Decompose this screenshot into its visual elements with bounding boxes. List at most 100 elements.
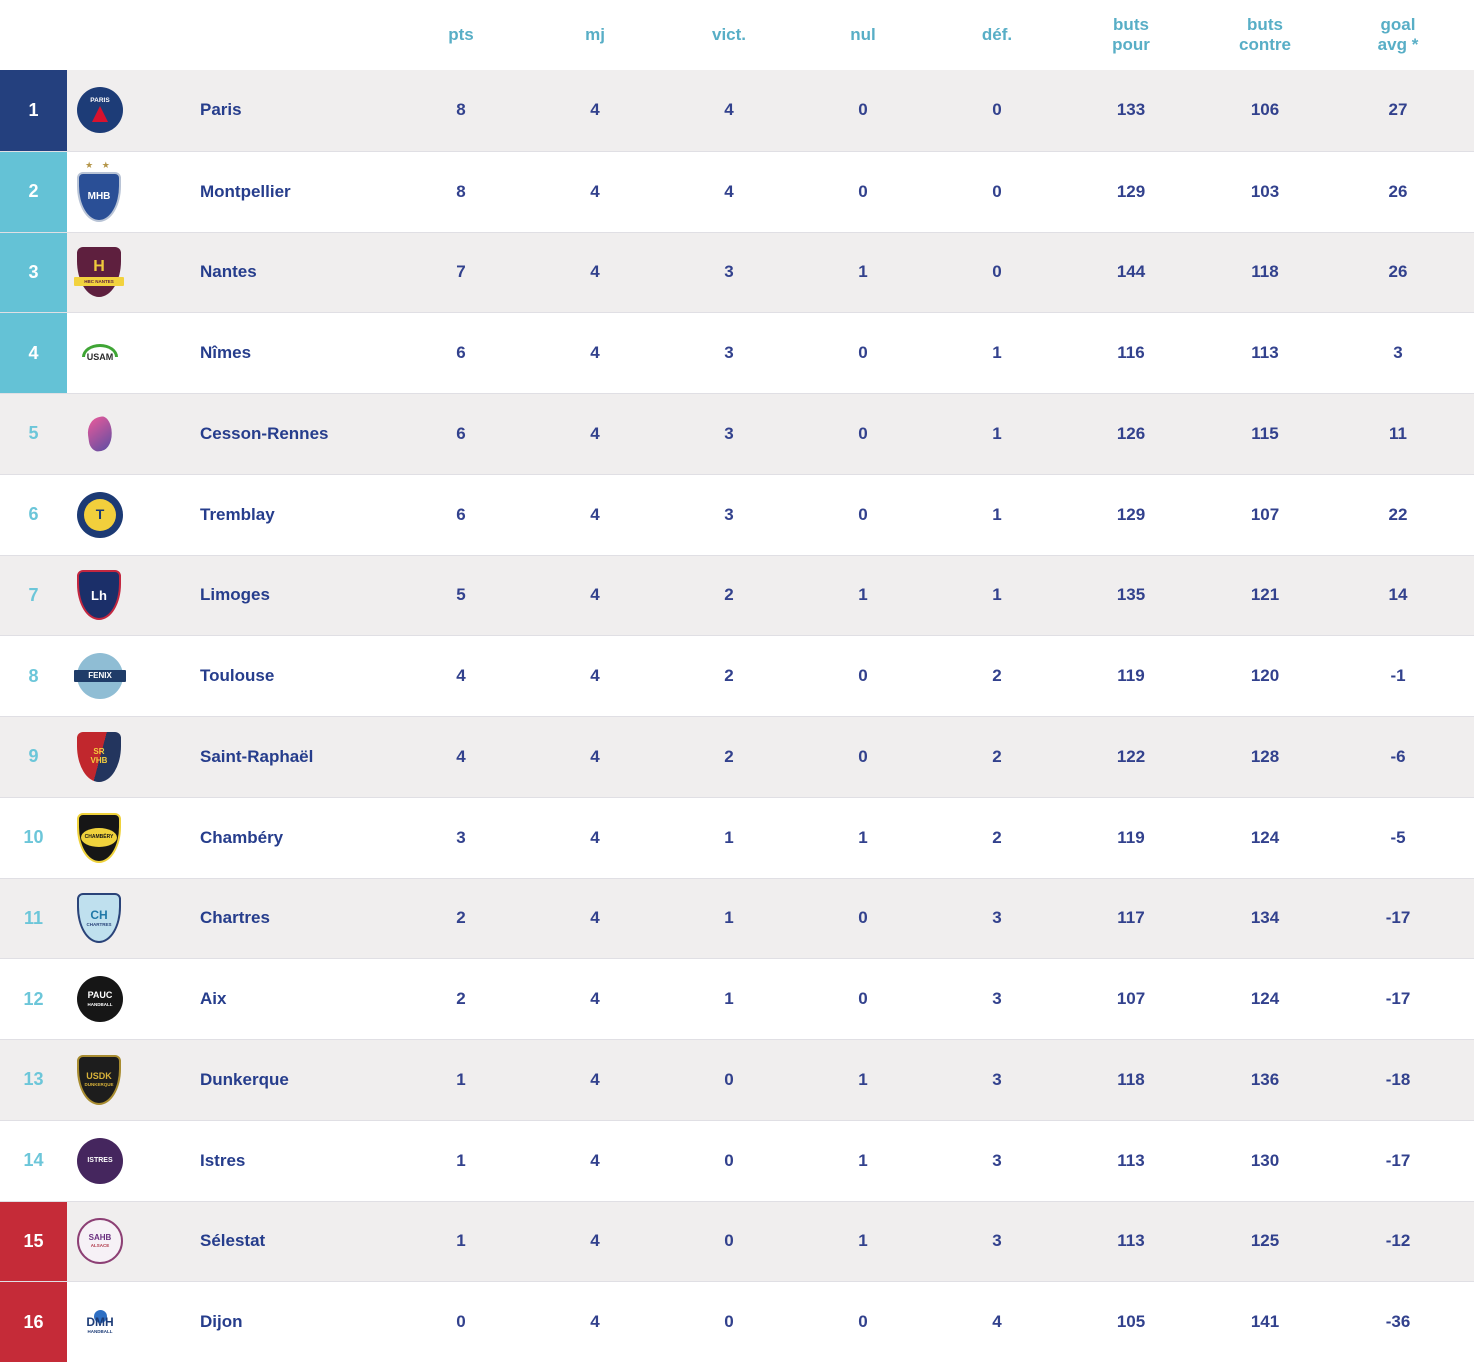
cell-vict: 2 (724, 585, 734, 605)
rank-cell: 11 (0, 879, 67, 959)
rank-cell: 1 (0, 70, 67, 151)
rank-number: 6 (28, 504, 39, 525)
istres-logo-icon: ISTRES (67, 1121, 200, 1201)
cell-buts_contre: 106 (1250, 100, 1280, 120)
cell-pts: 0 (456, 1312, 466, 1332)
team-name: Nantes (200, 262, 257, 282)
cell-vict: 2 (724, 666, 734, 686)
cell-def: 3 (992, 989, 1002, 1009)
rank-number: 16 (0, 1282, 67, 1362)
team-name: Nîmes (200, 343, 252, 363)
column-header-goal_avg: goal avg * (1377, 14, 1419, 54)
cell-pts: 4 (456, 746, 466, 766)
cell-buts_pour: 129 (1116, 504, 1146, 524)
logo-badge (77, 411, 123, 457)
logo-badge: PAUC HANDBALL (77, 976, 123, 1023)
logo-subtext: HBC NANTES (74, 276, 124, 286)
team-row-tremblay[interactable]: 6 T Tremblay 6 4 3 0 1 129 107 22 (0, 473, 1474, 555)
cell-nul: 0 (858, 181, 868, 201)
team-row-aix[interactable]: 12 PAUC HANDBALL Aix 2 4 1 0 3 107 124 -17 (0, 958, 1474, 1039)
rank-cell: 14 (0, 1121, 67, 1201)
logo-badge: ★ ★ MHB (77, 161, 121, 223)
cell-vict: 3 (724, 423, 734, 443)
cell-nul: 0 (858, 666, 868, 686)
team-name: Tremblay (200, 504, 275, 524)
limoges-logo-icon: Lh (67, 556, 200, 636)
cell-mj: 4 (590, 1312, 600, 1332)
tremblay-logo-icon: T (67, 475, 200, 555)
team-row-toulouse[interactable]: 8 FENIX Toulouse 4 4 2 0 2 119 120 -1 (0, 635, 1474, 716)
team-name: Montpellier (200, 181, 291, 201)
rank-cell: 16 (0, 1282, 67, 1362)
team-row-chambery[interactable]: 10 CHAMBÉRY Chambéry 3 4 1 1 2 119 124 -5 (0, 796, 1474, 878)
badge-shape: USAM (77, 330, 123, 376)
cell-buts_contre: 125 (1250, 1231, 1280, 1251)
rank-number: 8 (28, 665, 39, 686)
cell-goal_avg: 26 (1388, 181, 1408, 201)
cell-goal_avg: 27 (1388, 100, 1408, 120)
logo-initials: FENIX (74, 669, 126, 683)
cell-def: 0 (992, 181, 1002, 201)
team-name: Limoges (200, 585, 270, 605)
team-row-selestat[interactable]: 15 SAHB ALSACE Sélestat 1 4 0 1 3 113 125 -12 (0, 1200, 1474, 1282)
logo-initials: USAM (86, 351, 114, 362)
chartres-logo-icon: CH CHARTRES (67, 879, 200, 959)
team-row-nantes[interactable]: 3 H HBC NANTES Nantes 7 4 3 1 0 144 118 26 (0, 231, 1474, 313)
selestat-logo-icon: SAHB ALSACE (67, 1202, 200, 1282)
rank-number: 13 (23, 1069, 44, 1090)
rank-number: 1 (0, 70, 67, 151)
team-row-montpellier[interactable]: 2 ★ ★ MHB Montpellier 8 4 4 0 0 129 103 26 (0, 150, 1474, 232)
column-header-nul: nul (850, 24, 876, 44)
cell-goal_avg: -18 (1385, 1069, 1411, 1089)
cell-mj: 4 (590, 1150, 600, 1170)
badge-shape: H HBC NANTES (74, 247, 124, 298)
cell-buts_pour: 107 (1116, 989, 1146, 1009)
cell-goal_avg: 11 (1389, 423, 1407, 443)
team-row-saint-raphael[interactable]: 9 SR VHB Saint-Raphaël 4 4 2 0 2 122 128 -6 (0, 716, 1474, 797)
cell-mj: 4 (590, 908, 600, 928)
cell-vict: 0 (724, 1312, 734, 1332)
team-row-cesson-rennes[interactable]: 5 Cesson-Rennes 6 4 3 0 1 126 115 11 (0, 393, 1474, 474)
team-row-chartres[interactable]: 11 CH CHARTRES Chartres 2 4 1 0 3 117 134 -17 (0, 877, 1474, 959)
badge-shape: PARIS (77, 87, 123, 134)
cell-buts_pour: 118 (1117, 1069, 1145, 1089)
team-row-nimes[interactable]: 4 USAM Nîmes 6 4 3 0 1 116 113 3 (0, 312, 1474, 393)
cell-pts: 6 (456, 343, 466, 363)
team-row-paris[interactable]: 1 PARIS Paris 8 4 4 0 0 133 106 27 (0, 70, 1474, 151)
cell-buts_pour: 144 (1116, 262, 1146, 282)
team-row-limoges[interactable]: 7 Lh Limoges 5 4 2 1 1 135 121 14 (0, 554, 1474, 636)
cell-pts: 6 (456, 423, 466, 443)
cell-def: 0 (992, 100, 1002, 120)
logo-initials: USDK (86, 1070, 112, 1081)
logo-initials: PARIS (90, 97, 110, 105)
team-row-dijon[interactable]: 16 DMH HANDBALL Dijon 0 4 0 0 4 105 141 -36 (0, 1281, 1474, 1362)
cell-nul: 1 (858, 1069, 868, 1089)
badge-shape: SAHB ALSACE (77, 1218, 123, 1265)
cell-nul: 1 (858, 1231, 868, 1251)
column-header-buts_contre: buts contre (1239, 14, 1291, 54)
team-row-dunkerque[interactable]: 13 USDK DUNKERQUE Dunkerque 1 4 0 1 3 118 136 -18 (0, 1039, 1474, 1120)
nimes-logo-icon: USAM (67, 313, 200, 393)
cell-buts_pour: 105 (1116, 1312, 1146, 1332)
cell-buts_contre: 130 (1250, 1150, 1280, 1170)
badge-shape: FENIX (74, 653, 126, 700)
dunkerque-logo-icon: USDK DUNKERQUE (67, 1040, 200, 1120)
team-row-istres[interactable]: 14 ISTRES Istres 1 4 0 1 3 113 130 -17 (0, 1119, 1474, 1201)
cell-buts_pour: 117 (1117, 908, 1145, 928)
cell-buts_pour: 113 (1117, 1231, 1145, 1251)
team-name: Cesson-Rennes (200, 423, 329, 443)
cell-def: 2 (992, 666, 1002, 686)
rank-cell: 15 (0, 1201, 67, 1282)
rank-number: 2 (0, 151, 67, 232)
cell-pts: 4 (456, 666, 466, 686)
cell-def: 3 (992, 1231, 1002, 1251)
cell-nul: 1 (858, 827, 868, 847)
rank-number: 11 (23, 907, 44, 928)
cell-vict: 0 (724, 1150, 734, 1170)
cell-pts: 6 (456, 504, 466, 524)
cell-vict: 1 (724, 908, 734, 928)
cell-pts: 5 (456, 585, 466, 605)
rank-number: 9 (28, 746, 39, 767)
cell-def: 0 (992, 262, 1002, 282)
column-header-mj: mj (585, 24, 605, 44)
